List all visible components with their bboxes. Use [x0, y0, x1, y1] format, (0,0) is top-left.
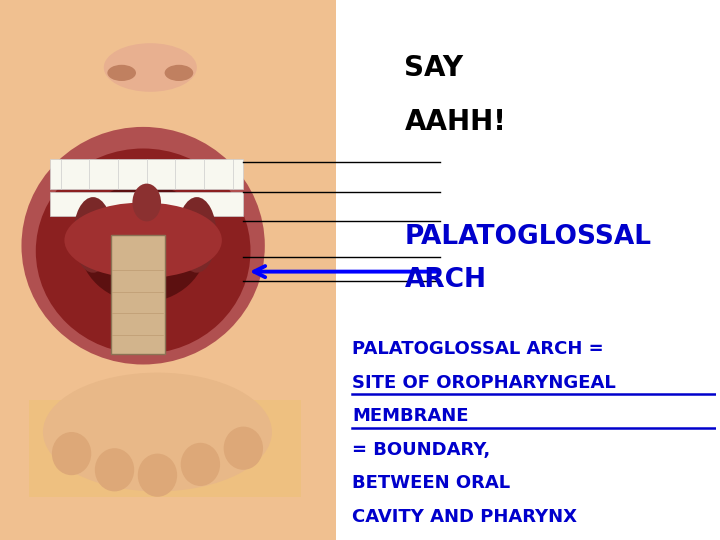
Text: SITE OF OROPHARYNGEAL: SITE OF OROPHARYNGEAL	[352, 374, 616, 391]
Bar	[50, 192, 243, 216]
Ellipse shape	[104, 43, 197, 92]
Text: PALATOGLOSSAL ARCH =: PALATOGLOSSAL ARCH =	[352, 340, 604, 358]
Ellipse shape	[138, 454, 177, 497]
Text: CAVITY AND PHARYNX: CAVITY AND PHARYNX	[352, 508, 577, 525]
Ellipse shape	[181, 443, 220, 486]
Text: SAY: SAY	[405, 54, 464, 82]
Text: AAHH!: AAHH!	[405, 108, 506, 136]
Ellipse shape	[95, 448, 134, 491]
Text: MEMBRANE: MEMBRANE	[352, 407, 469, 425]
Ellipse shape	[22, 127, 265, 364]
Text: BETWEEN ORAL: BETWEEN ORAL	[352, 474, 510, 492]
Ellipse shape	[224, 427, 263, 470]
Ellipse shape	[36, 148, 251, 354]
Text: PALATOGLOSSAL: PALATOGLOSSAL	[405, 224, 652, 250]
Text: = BOUNDARY,: = BOUNDARY,	[352, 441, 490, 458]
Ellipse shape	[78, 184, 207, 302]
Ellipse shape	[73, 197, 113, 273]
Text: ARCH: ARCH	[405, 267, 487, 293]
Ellipse shape	[132, 184, 161, 221]
Bar	[0, 0, 372, 540]
Ellipse shape	[64, 202, 222, 278]
Ellipse shape	[52, 432, 91, 475]
Ellipse shape	[165, 65, 193, 81]
Ellipse shape	[177, 197, 217, 273]
Bar	[111, 235, 165, 354]
Bar	[50, 159, 243, 189]
Bar	[336, 0, 716, 540]
Bar	[29, 400, 301, 497]
Ellipse shape	[43, 373, 272, 491]
Ellipse shape	[107, 65, 136, 81]
